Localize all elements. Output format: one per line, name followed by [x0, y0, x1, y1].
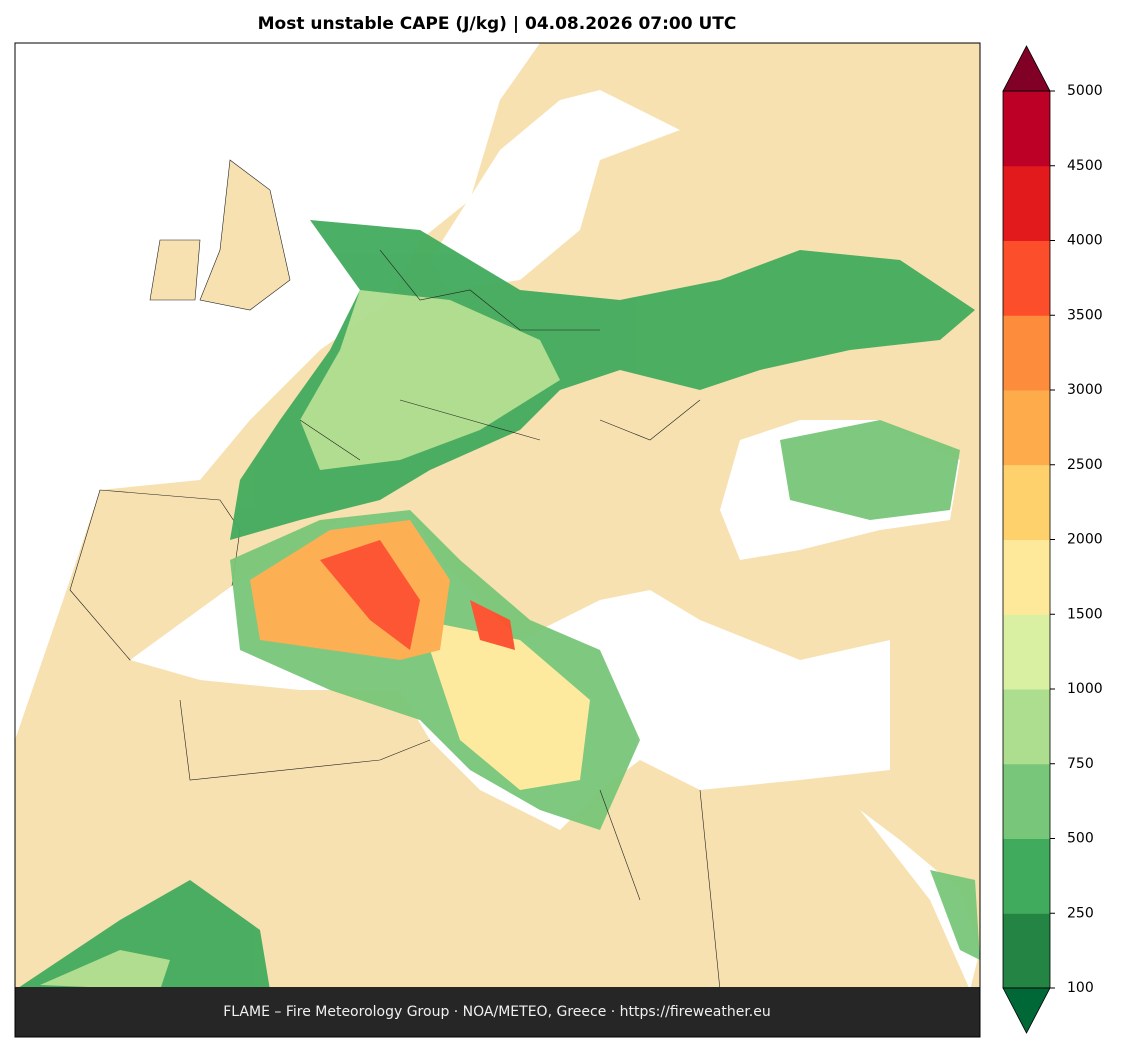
colorbar-tick-label: 750: [1067, 756, 1094, 772]
colorbar: 100 250 500 750 1000 1500 2000 2500 3000 3500 4000…: [1002, 45, 1103, 1034]
colorbar-segment: [1003, 539, 1050, 615]
colorbar-tick-label: 4500: [1067, 158, 1103, 174]
colorbar-tick-label: 1000: [1067, 681, 1103, 697]
colorbar-segment: [1003, 240, 1050, 316]
colorbar-tick-label: 2500: [1067, 457, 1103, 473]
colorbar-segment: [1003, 91, 1050, 167]
atlantic: [15, 43, 540, 740]
colorbar-tick-label: 4000: [1067, 233, 1103, 249]
colorbar-tick-label: 100: [1067, 980, 1094, 996]
colorbar-segment: [1003, 464, 1050, 540]
colorbar-segment: [1003, 165, 1050, 241]
colorbar-tick-label: 2000: [1067, 532, 1103, 548]
colorbar-tick-label: 5000: [1067, 83, 1103, 99]
footer-text: FLAME – Fire Meteorology Group · NOA/MET…: [223, 1004, 771, 1020]
footer-band: [15, 987, 980, 1037]
colorbar-segment: [1003, 689, 1050, 765]
baltic: [430, 90, 680, 290]
colorbar-under-arrow: [1002, 987, 1051, 1034]
colorbar-segment: [1003, 315, 1050, 391]
colorbar-over-arrow: [1002, 45, 1051, 92]
british-isles: [149, 159, 291, 311]
colorbar-segment: [1003, 614, 1050, 690]
colorbar-segment: [1003, 913, 1050, 989]
colorbar-segment: [1003, 838, 1050, 914]
red-sea: [860, 810, 980, 990]
borders: [179, 249, 721, 991]
colorbar-segment: [1003, 763, 1050, 839]
colorbar-tick-label: 500: [1067, 831, 1094, 847]
colorbar-segment: [1003, 390, 1050, 466]
map-title: Most unstable CAPE (J/kg) | 04.08.2026 0…: [258, 14, 737, 34]
colorbar-tick-label: 3000: [1067, 382, 1103, 398]
map: FLAME – Fire Meteorology Group · NOA/MET…: [15, 43, 980, 1037]
colorbar-tick-label: 3500: [1067, 307, 1103, 323]
cape-field: [15, 220, 980, 990]
colorbar-tick-label: 1500: [1067, 606, 1103, 622]
map-frame: [14, 42, 981, 1038]
colorbar-tick-label: 250: [1067, 905, 1094, 921]
